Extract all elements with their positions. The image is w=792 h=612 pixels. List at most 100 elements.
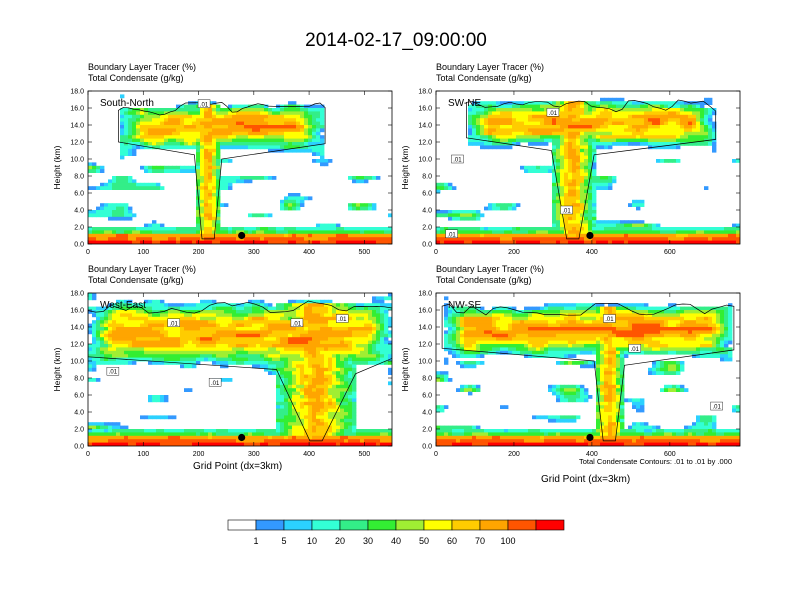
contour-label-box [106, 367, 120, 376]
contour-label: .01 [109, 370, 118, 376]
colorbar-label: 5 [281, 536, 286, 546]
page-title: 2014-02-17_09:00:00 [305, 30, 487, 51]
panel-title-line2: Total Condensate (g/kg) [436, 275, 532, 285]
plot-frame [87, 90, 393, 245]
x-tick-label: 500 [359, 249, 371, 256]
x-tick-label: 0 [434, 451, 438, 458]
y-tick-label: 12.0 [70, 140, 84, 147]
tracer-field [436, 296, 740, 446]
x-tick-label: 400 [586, 451, 598, 458]
colorbar-swatch [283, 519, 313, 531]
colorbar-label: 100 [500, 536, 515, 546]
contour-label-box [710, 401, 723, 411]
plot-frame [435, 90, 741, 245]
condensate-contour [441, 302, 735, 442]
contour-label: .01 [211, 381, 220, 387]
panel-title-line2: Total Condensate (g/kg) [436, 73, 532, 83]
contour-label: .01 [453, 158, 462, 164]
colorbar-swatch [423, 519, 453, 531]
colorbar-swatch [451, 519, 481, 531]
x-tick-label: 300 [248, 451, 260, 458]
location-marker [586, 231, 594, 240]
y-tick-label: 10.0 [70, 157, 84, 164]
condensate-contour [466, 99, 717, 240]
y-axis-label: Height (km) [400, 145, 410, 189]
y-tick-label: 2.0 [422, 427, 432, 434]
colorbar-swatch [255, 519, 285, 531]
y-tick-label: 4.0 [74, 410, 84, 417]
colorbar-swatch [507, 519, 537, 531]
contour-label-box [451, 154, 464, 164]
x-tick-label: 300 [248, 249, 260, 256]
colorbar: 1 5 10 20 30 40 50 60 70 100 [227, 519, 565, 546]
tracer-field [88, 94, 392, 244]
colorbar-swatch [395, 519, 425, 531]
x-tick-label: 0 [86, 249, 90, 256]
colorbar-swatch [367, 519, 397, 531]
contour-label: .01 [338, 317, 347, 323]
contour-label: .01 [293, 321, 302, 327]
colorbar-label: 40 [391, 536, 401, 546]
panel-3-plot: .01 .01 .01 NW-SE 0.0 2.0 4.0 6.0 8.0 10.0 12.0 14.… [400, 291, 741, 458]
x-tick-label: 200 [508, 249, 520, 256]
x-tick-label: 600 [664, 249, 676, 256]
y-tick-label: 2.0 [74, 427, 84, 434]
colorbar-swatch [227, 519, 257, 531]
x-tick-label: 200 [193, 249, 205, 256]
y-tick-label: 18.0 [418, 89, 432, 96]
colorbar-swatch [535, 519, 565, 531]
y-tick-label: 8.0 [422, 376, 432, 383]
contour-label-box [603, 314, 616, 323]
panel-title-line2: Total Condensate (g/kg) [88, 73, 184, 83]
panel-1-plot: .01 .01 .01 .01 SW-NE 0.0 2.0 4.0 6.0 8.0 10.0 12.0… [400, 89, 741, 256]
contour-label-box [628, 344, 641, 353]
x-tick-label: 600 [664, 451, 676, 458]
y-tick-label: 6.0 [74, 191, 84, 198]
y-tick-label: 14.0 [70, 325, 84, 332]
y-tick-label: 14.0 [70, 123, 84, 130]
contour-label: .01 [549, 111, 558, 117]
x-tick-label: 400 [303, 451, 315, 458]
contour-label-box [560, 205, 573, 215]
y-tick-label: 4.0 [74, 208, 84, 215]
panel-title-line1: Boundary Layer Tracer (%) [436, 62, 545, 72]
y-tick-label: 12.0 [70, 342, 84, 349]
contour-label-box [546, 108, 560, 117]
plot-frame [87, 292, 393, 447]
colorbar-label: 20 [335, 536, 345, 546]
contour-label: .01 [605, 317, 614, 323]
y-tick-label: 6.0 [422, 393, 432, 400]
x-tick-label: 500 [359, 451, 371, 458]
condensate-contour [88, 300, 392, 442]
panel-label: SW-NE [448, 98, 481, 109]
panel-label: NW-SE [448, 300, 481, 311]
y-tick-label: 2.0 [74, 225, 84, 232]
y-tick-label: 16.0 [418, 106, 432, 113]
x-tick-label: 100 [137, 451, 149, 458]
x-axis-label: Grid Point (dx=3km) [193, 461, 283, 472]
colorbar-swatch [339, 519, 369, 531]
condensate-contour [118, 102, 326, 240]
y-tick-label: 4.0 [422, 410, 432, 417]
contour-label-box [197, 99, 211, 108]
panel-title-line1: Boundary Layer Tracer (%) [88, 264, 197, 274]
contour-label: .01 [447, 232, 456, 238]
contour-label-box [336, 314, 349, 323]
x-tick-label: 100 [137, 249, 149, 256]
y-tick-label: 6.0 [74, 393, 84, 400]
y-tick-label: 0.0 [74, 242, 84, 249]
y-tick-label: 18.0 [418, 291, 432, 298]
y-tick-label: 16.0 [70, 308, 84, 315]
colorbar-label: 60 [447, 536, 457, 546]
x-tick-label: 0 [434, 249, 438, 256]
colorbar-label: 30 [363, 536, 373, 546]
y-tick-label: 0.0 [422, 242, 432, 249]
y-axis-label: Height (km) [400, 347, 410, 391]
contour-label: .01 [170, 321, 179, 327]
contour-label: .01 [562, 209, 571, 215]
x-tick-label: 200 [508, 451, 520, 458]
contour-label: .01 [631, 347, 640, 353]
y-tick-label: 16.0 [70, 106, 84, 113]
y-tick-label: 8.0 [74, 174, 84, 181]
contour-label-box [208, 378, 222, 387]
